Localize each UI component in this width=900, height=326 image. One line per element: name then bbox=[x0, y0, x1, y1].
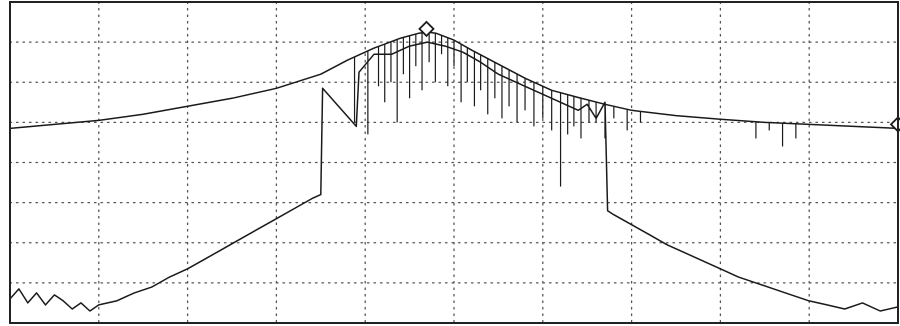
upper-envelope-trace bbox=[9, 31, 899, 130]
peak-marker bbox=[418, 20, 435, 38]
lower-trace-trace bbox=[9, 41, 899, 312]
plot-frame bbox=[9, 1, 899, 324]
y-axis-label-fragment bbox=[0, 192, 9, 248]
